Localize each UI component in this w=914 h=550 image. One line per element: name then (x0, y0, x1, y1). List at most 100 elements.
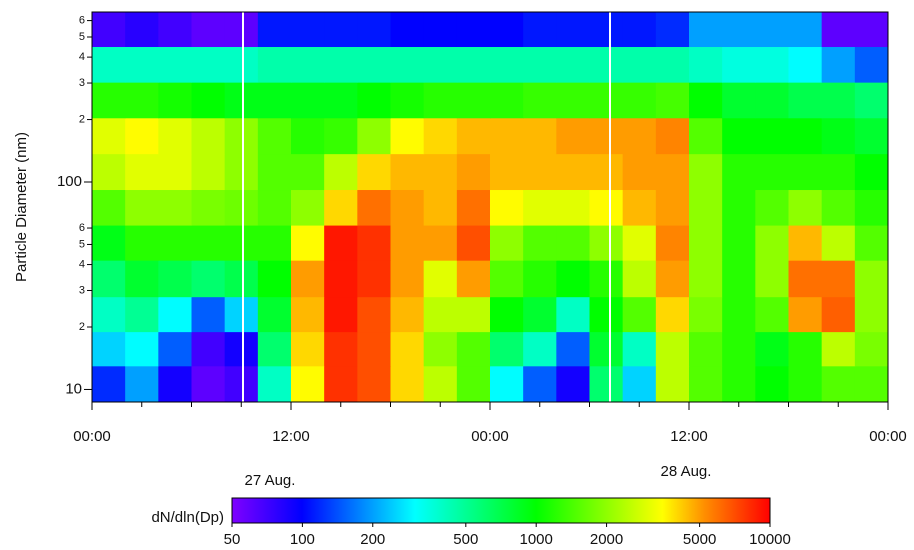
heatmap-cell (821, 225, 856, 261)
heatmap-cell (291, 260, 325, 298)
heatmap-cell (689, 82, 723, 119)
heatmap-cell (92, 331, 126, 367)
heatmap-cell (622, 296, 657, 333)
heatmap-cell (556, 82, 590, 119)
heatmap-cell (357, 189, 391, 226)
heatmap-cell (125, 117, 159, 155)
heatmap-cell (821, 153, 856, 191)
x-tick-label: 00:00 (471, 428, 509, 445)
heatmap-cell (390, 12, 425, 48)
heatmap-cell (390, 296, 425, 333)
heatmap-cell (523, 296, 557, 333)
heatmap-cell (490, 82, 524, 119)
heatmap-cell (854, 82, 889, 119)
heatmap-cell (125, 260, 159, 298)
heatmap-cell (722, 117, 756, 155)
heatmap-cell (324, 260, 358, 298)
heatmap-cell (490, 12, 524, 48)
heatmap-cell (622, 365, 657, 403)
colorbar-tick-label: 2000 (590, 531, 623, 548)
heatmap-cell (622, 225, 657, 261)
y-tick-label: 6 (79, 222, 85, 234)
date-annotation: 28 Aug. (661, 463, 712, 480)
heatmap-cell (490, 296, 524, 333)
colorbar-tick-label: 500 (453, 531, 478, 548)
heatmap-cell (92, 296, 126, 333)
heatmap-cell (423, 117, 458, 155)
heatmap-cell (291, 296, 325, 333)
heatmap-cell (556, 296, 590, 333)
heatmap-cell (821, 260, 856, 298)
heatmap-cell (589, 365, 624, 403)
heatmap-cell (689, 153, 723, 191)
x-tick-label: 12:00 (272, 428, 310, 445)
heatmap-cell (490, 117, 524, 155)
heatmap-cell (92, 117, 126, 155)
heatmap-cell (357, 331, 391, 367)
heatmap-cell (788, 153, 823, 191)
heatmap-cell (92, 260, 126, 298)
heatmap-cell (456, 365, 491, 403)
y-tick-label: 4 (79, 258, 85, 270)
heatmap-cell (556, 153, 590, 191)
heatmap-cell (722, 12, 756, 48)
heatmap-cell (722, 225, 756, 261)
heatmap-cell (655, 189, 690, 226)
heatmap-cell (722, 82, 756, 119)
y-tick-label: 2 (79, 113, 85, 125)
heatmap-cell (523, 82, 557, 119)
heatmap-cell (390, 225, 425, 261)
heatmap-cell (324, 153, 358, 191)
y-tick-label: 100 (57, 173, 82, 190)
heatmap-cell (622, 189, 657, 226)
heatmap-cell (821, 12, 856, 48)
heatmap-cell (224, 82, 259, 119)
heatmap-cell (755, 153, 789, 191)
heatmap-cell (125, 331, 159, 367)
heatmap-cell (854, 365, 889, 403)
heatmap-cell (788, 189, 823, 226)
heatmap-cell (523, 260, 557, 298)
heatmap-cell (324, 365, 358, 403)
heatmap-cell (821, 46, 856, 83)
heatmap-cell (357, 46, 391, 83)
heatmap-cell (821, 82, 856, 119)
heatmap-cell (490, 365, 524, 403)
y-tick-label: 2 (79, 321, 85, 333)
heatmap-cell (92, 189, 126, 226)
heatmap-cell (158, 331, 192, 367)
heatmap-cell (622, 46, 657, 83)
heatmap-cell (523, 365, 557, 403)
heatmap-cell (257, 260, 292, 298)
heatmap-cell (755, 260, 789, 298)
heatmap-cell (257, 46, 292, 83)
heatmap-cell (788, 331, 823, 367)
heatmap-cell (456, 46, 491, 83)
colorbar-label: dN/dln(Dp) (151, 509, 224, 526)
heatmap-cell (291, 365, 325, 403)
heatmap-cell (788, 82, 823, 119)
y-tick-label: 3 (79, 77, 85, 89)
heatmap-cell (490, 260, 524, 298)
heatmap-cell (257, 153, 292, 191)
heatmap-cell (854, 12, 889, 48)
heatmap-cell (291, 189, 325, 226)
heatmap-cell (92, 365, 126, 403)
heatmap-cell (722, 296, 756, 333)
heatmap-cell (722, 260, 756, 298)
heatmap-cell (125, 153, 159, 191)
heatmap-cell (622, 153, 657, 191)
colorbar-tick-label: 200 (360, 531, 385, 548)
date-annotation: 27 Aug. (245, 472, 296, 489)
heatmap-cell (357, 12, 391, 48)
heatmap-cell (689, 260, 723, 298)
heatmap-cell (556, 189, 590, 226)
heatmap-cell (125, 296, 159, 333)
heatmap-cell (755, 189, 789, 226)
heatmap-cell (655, 82, 690, 119)
heatmap-cell (854, 153, 889, 191)
heatmap-cell (224, 46, 259, 83)
heatmap-cell (257, 117, 292, 155)
heatmap-cell (324, 46, 358, 83)
heatmap-cell (224, 260, 259, 298)
